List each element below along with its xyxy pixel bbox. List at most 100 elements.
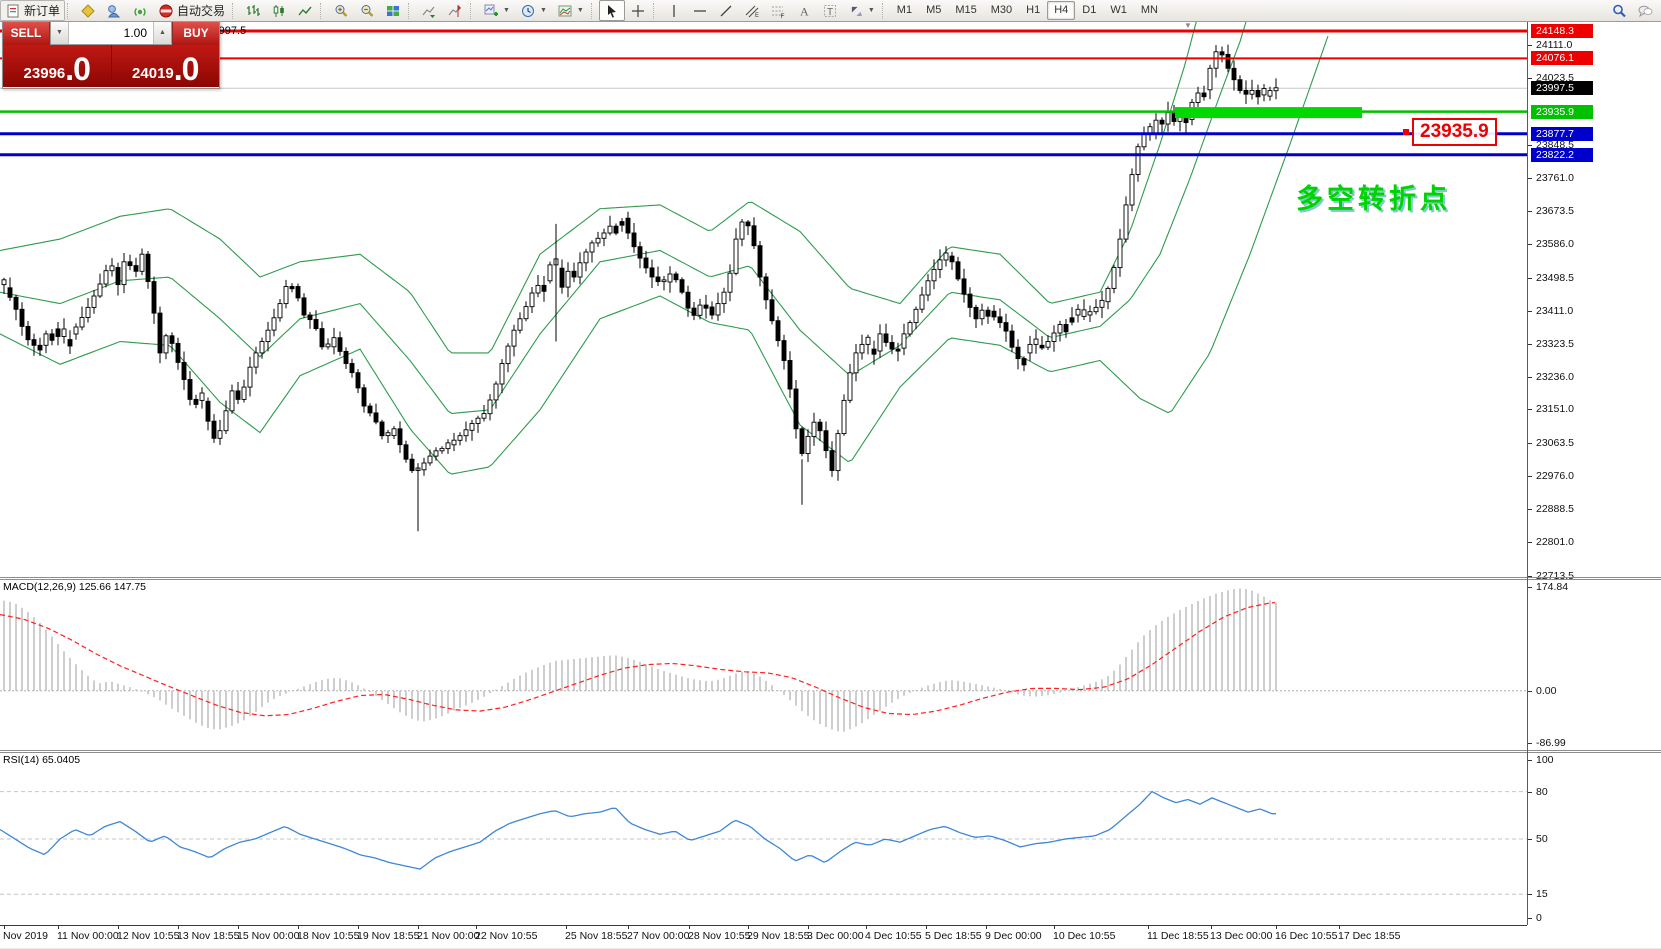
support-highlight-bar[interactable]	[1175, 107, 1362, 119]
market-watch-button[interactable]	[101, 0, 127, 21]
templates-button[interactable]: ▼	[552, 0, 589, 21]
time-label: 13 Dec 00:00	[1210, 930, 1273, 942]
auto-scroll-button[interactable]	[416, 0, 442, 21]
axis-tick	[1528, 211, 1532, 212]
clock-icon	[521, 4, 534, 17]
zoom-in-button[interactable]	[328, 0, 354, 21]
price-tick-label: 80	[1536, 786, 1548, 798]
timeframe-M30[interactable]: M30	[990, 4, 1013, 16]
time-label: 28 Nov 10:55	[688, 930, 751, 942]
cursor-icon	[607, 4, 616, 18]
toolbar-separator	[232, 2, 238, 19]
text-tool[interactable]: A	[791, 0, 817, 21]
timeframe-W1[interactable]: W1	[1110, 4, 1127, 16]
timeframe-M5[interactable]: M5	[926, 4, 942, 16]
callout-anchor-square	[1403, 129, 1409, 135]
timeframe-M15[interactable]: M15	[955, 4, 977, 16]
timeframe-M1[interactable]: M1	[896, 4, 913, 16]
price-tick-label: 100	[1536, 754, 1554, 766]
buy-price-button[interactable]: 24019.0	[111, 45, 219, 87]
tile-windows-icon	[387, 5, 400, 16]
level-lines	[0, 29, 1527, 157]
axis-tick	[1528, 78, 1532, 79]
cursor-button[interactable]	[598, 0, 625, 21]
svg-text:E: E	[755, 13, 759, 19]
auto-trading-button[interactable]: 自动交易	[153, 0, 230, 21]
equidistant-channel-tool[interactable]: E	[739, 0, 765, 21]
crosshair-icon	[631, 4, 644, 17]
axis-tick	[1528, 476, 1532, 477]
pane-separator[interactable]	[0, 577, 1661, 578]
bar-chart-type-button[interactable]	[240, 0, 266, 21]
buy-button[interactable]: BUY	[172, 21, 219, 45]
volume-increase-button[interactable]: ▲	[153, 21, 171, 44]
macd-histogram	[3, 588, 1277, 732]
time-label: 12 Nov 10:55	[117, 930, 180, 942]
profile-button[interactable]	[75, 0, 101, 21]
periods-button[interactable]: ▼	[515, 0, 552, 21]
bollinger-lower-band	[0, 35, 1329, 475]
toolbar-separator	[67, 2, 73, 19]
chart-window[interactable]: ▲ JPN225-,H4 23992.5 24007.5 23972.5 239…	[0, 21, 1661, 949]
time-label: 3 Dec 00:00	[807, 930, 864, 942]
price-badge: 24148.3	[1531, 24, 1593, 38]
line-chart-type-button[interactable]	[292, 0, 318, 21]
auto-trading-icon	[159, 4, 173, 17]
sell-price-button[interactable]: 23996.0	[3, 45, 112, 87]
zoom-out-icon	[361, 4, 374, 17]
vertical-line-tool[interactable]	[661, 0, 687, 21]
time-label: 11 Nov 00:00	[57, 930, 119, 942]
crosshair-button[interactable]	[625, 0, 651, 21]
rsi-line	[0, 790, 1276, 870]
pane-separator[interactable]	[0, 750, 1661, 751]
dropdown-caret: ▼	[867, 7, 875, 14]
buy-price-fraction: .0	[173, 51, 200, 87]
chart-plot-surface[interactable]	[0, 21, 1527, 948]
chat-icon[interactable]	[1637, 3, 1653, 19]
search-icon[interactable]	[1611, 3, 1627, 19]
axis-tick	[1528, 743, 1532, 744]
sell-button[interactable]: SELL	[3, 21, 50, 45]
time-tick	[358, 925, 359, 929]
timeframe-H4[interactable]: H4	[1047, 1, 1076, 20]
price-axis[interactable]: 24111.0 24023.5 23848.5 23761.0 23673.5 23586…	[1528, 21, 1661, 925]
time-tick	[1276, 925, 1277, 929]
arrows-tool[interactable]: ▼	[843, 0, 880, 21]
time-label: 27 Nov 00:00	[627, 930, 690, 942]
toolbar-separator	[652, 2, 659, 19]
chart-shift-button[interactable]	[442, 0, 468, 21]
price-tick-label: 23761.0	[1536, 172, 1574, 184]
new-order-icon	[7, 4, 19, 17]
price-axis-border	[1527, 21, 1528, 925]
zoom-out-button[interactable]	[354, 0, 380, 21]
price-tick-label: 23673.5	[1536, 205, 1574, 217]
volume-input[interactable]	[69, 21, 153, 44]
price-tick-label: 23323.5	[1536, 338, 1574, 350]
tile-windows-button[interactable]	[380, 0, 406, 21]
volume-decrease-button[interactable]: ▼	[51, 21, 69, 44]
candlestick-type-button[interactable]	[266, 0, 292, 21]
new-order-button[interactable]: 新订单	[0, 0, 66, 21]
pane-separator[interactable]	[0, 579, 1661, 580]
indicators-button[interactable]: ▼	[478, 0, 515, 21]
horizontal-line-tool[interactable]	[687, 0, 713, 21]
timeframe-MN[interactable]: MN	[1140, 4, 1158, 16]
timeframe-H1[interactable]: H1	[1026, 4, 1041, 16]
time-tick	[689, 925, 690, 929]
trendline-tool[interactable]	[713, 0, 739, 21]
pane-separator[interactable]	[0, 752, 1661, 753]
timeframe-D1[interactable]: D1	[1082, 4, 1097, 16]
price-tick-label: -86.99	[1536, 737, 1566, 749]
toolbar-right-group	[1611, 3, 1661, 19]
signals-button[interactable]	[127, 0, 153, 21]
time-axis[interactable]: Nov 2019 11 Nov 00:00 12 Nov 10:55 13 Nov 1…	[0, 925, 1661, 948]
dropdown-caret: ▼	[503, 7, 510, 14]
fibonacci-tool[interactable]: F	[765, 0, 791, 21]
label-tool[interactable]: T	[817, 0, 843, 21]
templates-icon	[558, 5, 572, 16]
price-callout-label[interactable]: 23935.9	[1412, 118, 1497, 146]
chart-shift-marker: ▼	[1184, 21, 1192, 30]
time-tick	[1211, 925, 1212, 929]
time-tick	[1054, 925, 1055, 929]
trade-panel-top-row: SELL ▼ ▲ BUY	[3, 21, 219, 45]
